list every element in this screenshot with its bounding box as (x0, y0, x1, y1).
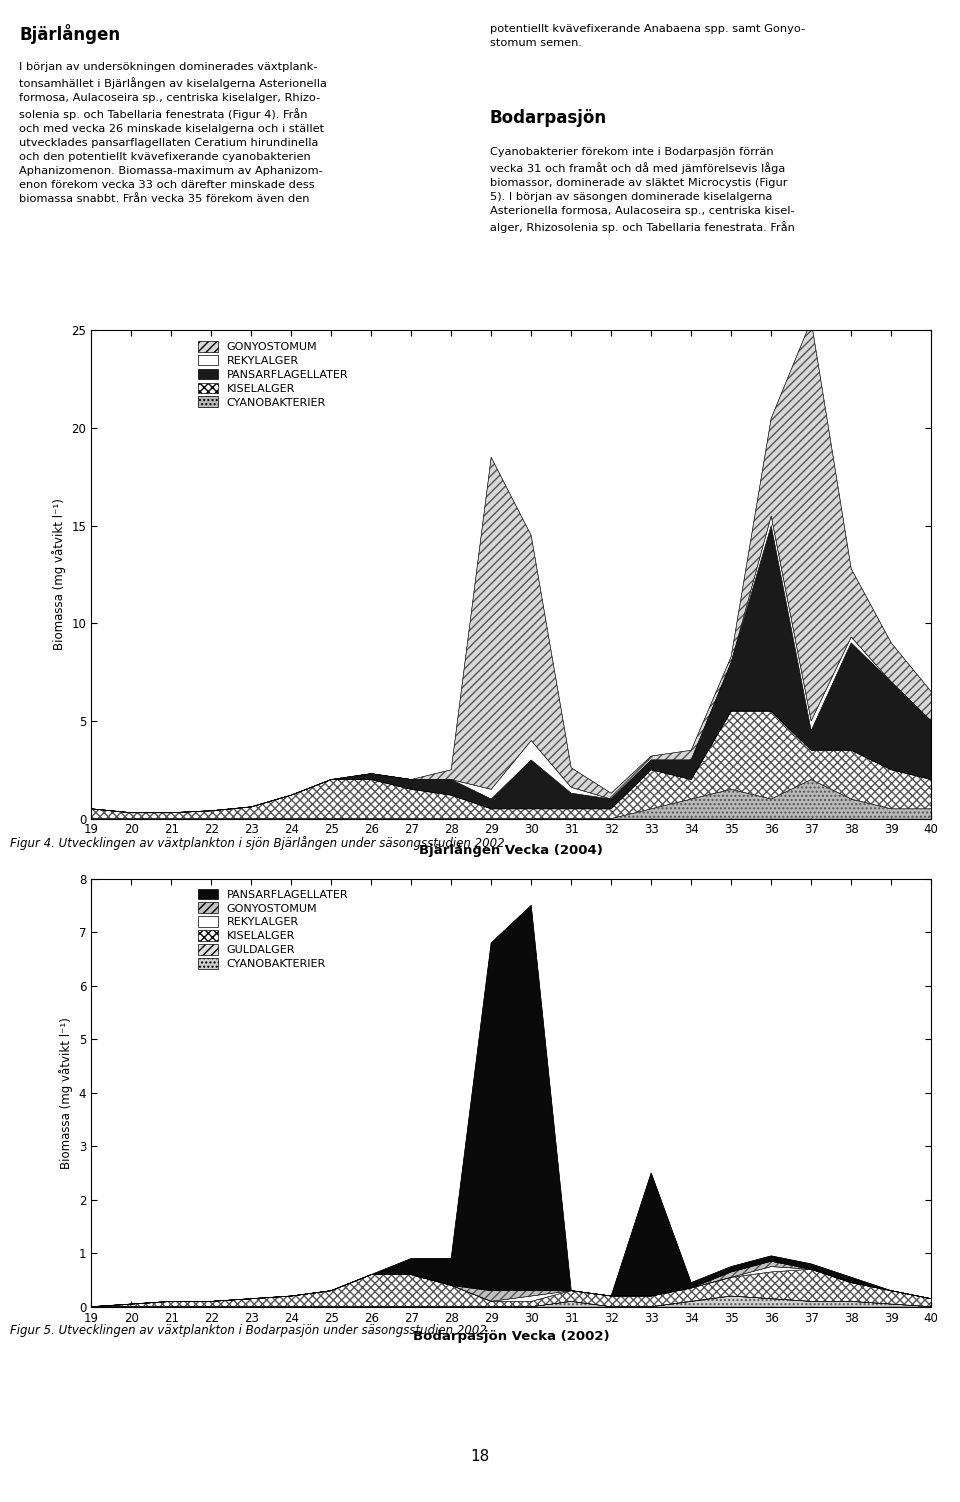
Legend: GONYOSTOMUM, REKYLALGER, PANSARFLAGELLATER, KISELALGER, CYANOBAKTERIER: GONYOSTOMUM, REKYLALGER, PANSARFLAGELLAT… (198, 341, 348, 407)
Text: Cyanobakterier förekom inte i Bodarpasjön förrän
vecka 31 och framåt och då med : Cyanobakterier förekom inte i Bodarpasjö… (490, 147, 795, 233)
Text: Figur 4. Utvecklingen av växtplankton i sjön Bjärlången under säsongsstudien 200: Figur 4. Utvecklingen av växtplankton i … (10, 835, 508, 850)
Legend: PANSARFLAGELLATER, GONYOSTOMUM, REKYLALGER, KISELALGER, GULDALGER, CYANOBAKTERIE: PANSARFLAGELLATER, GONYOSTOMUM, REKYLALG… (198, 889, 348, 969)
X-axis label: Bodarpasjön Vecka (2002): Bodarpasjön Vecka (2002) (413, 1331, 610, 1343)
Y-axis label: Biomassa (mg våtvikt l⁻¹): Biomassa (mg våtvikt l⁻¹) (60, 1017, 73, 1169)
Text: Figur 5. Utvecklingen av växtplankton i Bodarpasjön under säsongsstudien 2002.: Figur 5. Utvecklingen av växtplankton i … (10, 1325, 491, 1337)
Y-axis label: Biomassa (mg våtvikt l⁻¹): Biomassa (mg våtvikt l⁻¹) (52, 499, 66, 650)
X-axis label: Bjärlången Vecka (2004): Bjärlången Vecka (2004) (420, 843, 603, 856)
Text: 18: 18 (470, 1449, 490, 1464)
Text: I början av undersökningen dominerades växtplank-
tonsamhället i Bjärlången av k: I början av undersökningen dominerades v… (19, 62, 327, 204)
Text: potentiellt kvävefixerande Anabaena spp. samt Gonyo-
stomum semen.: potentiellt kvävefixerande Anabaena spp.… (490, 24, 804, 48)
Text: Bodarpasjön: Bodarpasjön (490, 108, 607, 126)
Text: Bjärlången: Bjärlången (19, 24, 120, 44)
